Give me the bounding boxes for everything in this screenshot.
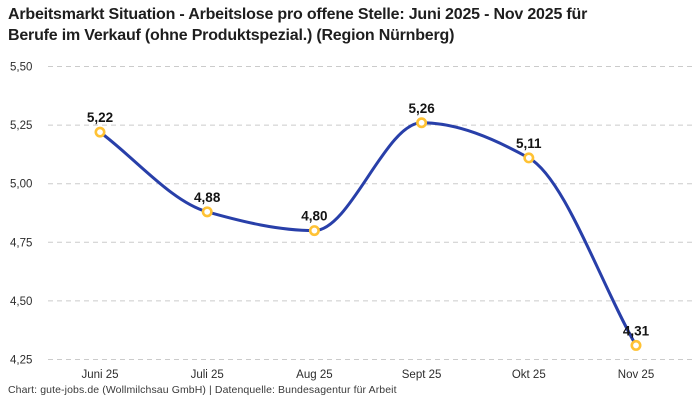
data-point-marker[interactable] (523, 152, 535, 164)
y-axis-tick-label: 4,50 (10, 296, 32, 308)
chart-title-line1: Arbeitsmarkt Situation - Arbeitslose pro… (8, 6, 588, 23)
y-axis-tick-label: 4,25 (10, 355, 32, 367)
chart-title: Arbeitsmarkt Situation - Arbeitslose pro… (8, 4, 688, 46)
data-point-marker[interactable] (201, 206, 213, 218)
x-axis-tick-label: Sept 25 (402, 369, 442, 381)
y-axis-tick-label: 5,25 (10, 120, 32, 132)
chart-title-line2: Berufe im Verkauf (ohne Produktspezial.)… (8, 27, 455, 44)
data-point-label: 4,80 (301, 209, 327, 224)
y-axis-tick-label: 4,75 (10, 237, 32, 249)
data-point-label: 5,22 (87, 110, 113, 125)
x-axis-tick-label: Juni 25 (81, 369, 118, 381)
y-axis-tick-label: 5,00 (10, 179, 32, 191)
data-point-label: 5,26 (408, 101, 435, 116)
y-axis-tick-label: 5,50 (10, 62, 32, 74)
data-point-marker[interactable] (308, 225, 320, 237)
x-axis-tick-label: Juli 25 (191, 369, 224, 381)
x-axis-tick-label: Okt 25 (512, 369, 546, 381)
data-point-label: 4,31 (623, 323, 650, 338)
data-line (98, 121, 638, 347)
x-axis-tick-label: Aug 25 (296, 369, 332, 381)
data-point-label: 5,11 (516, 136, 542, 151)
data-point-marker[interactable] (416, 117, 428, 129)
data-point-marker[interactable] (94, 126, 106, 138)
data-point-marker[interactable] (630, 339, 642, 351)
chart-attribution: Chart: gute-jobs.de (Wollmilchsau GmbH) … (8, 384, 397, 396)
data-point-label: 4,88 (194, 190, 221, 205)
x-axis-tick-label: Nov 25 (618, 369, 654, 381)
